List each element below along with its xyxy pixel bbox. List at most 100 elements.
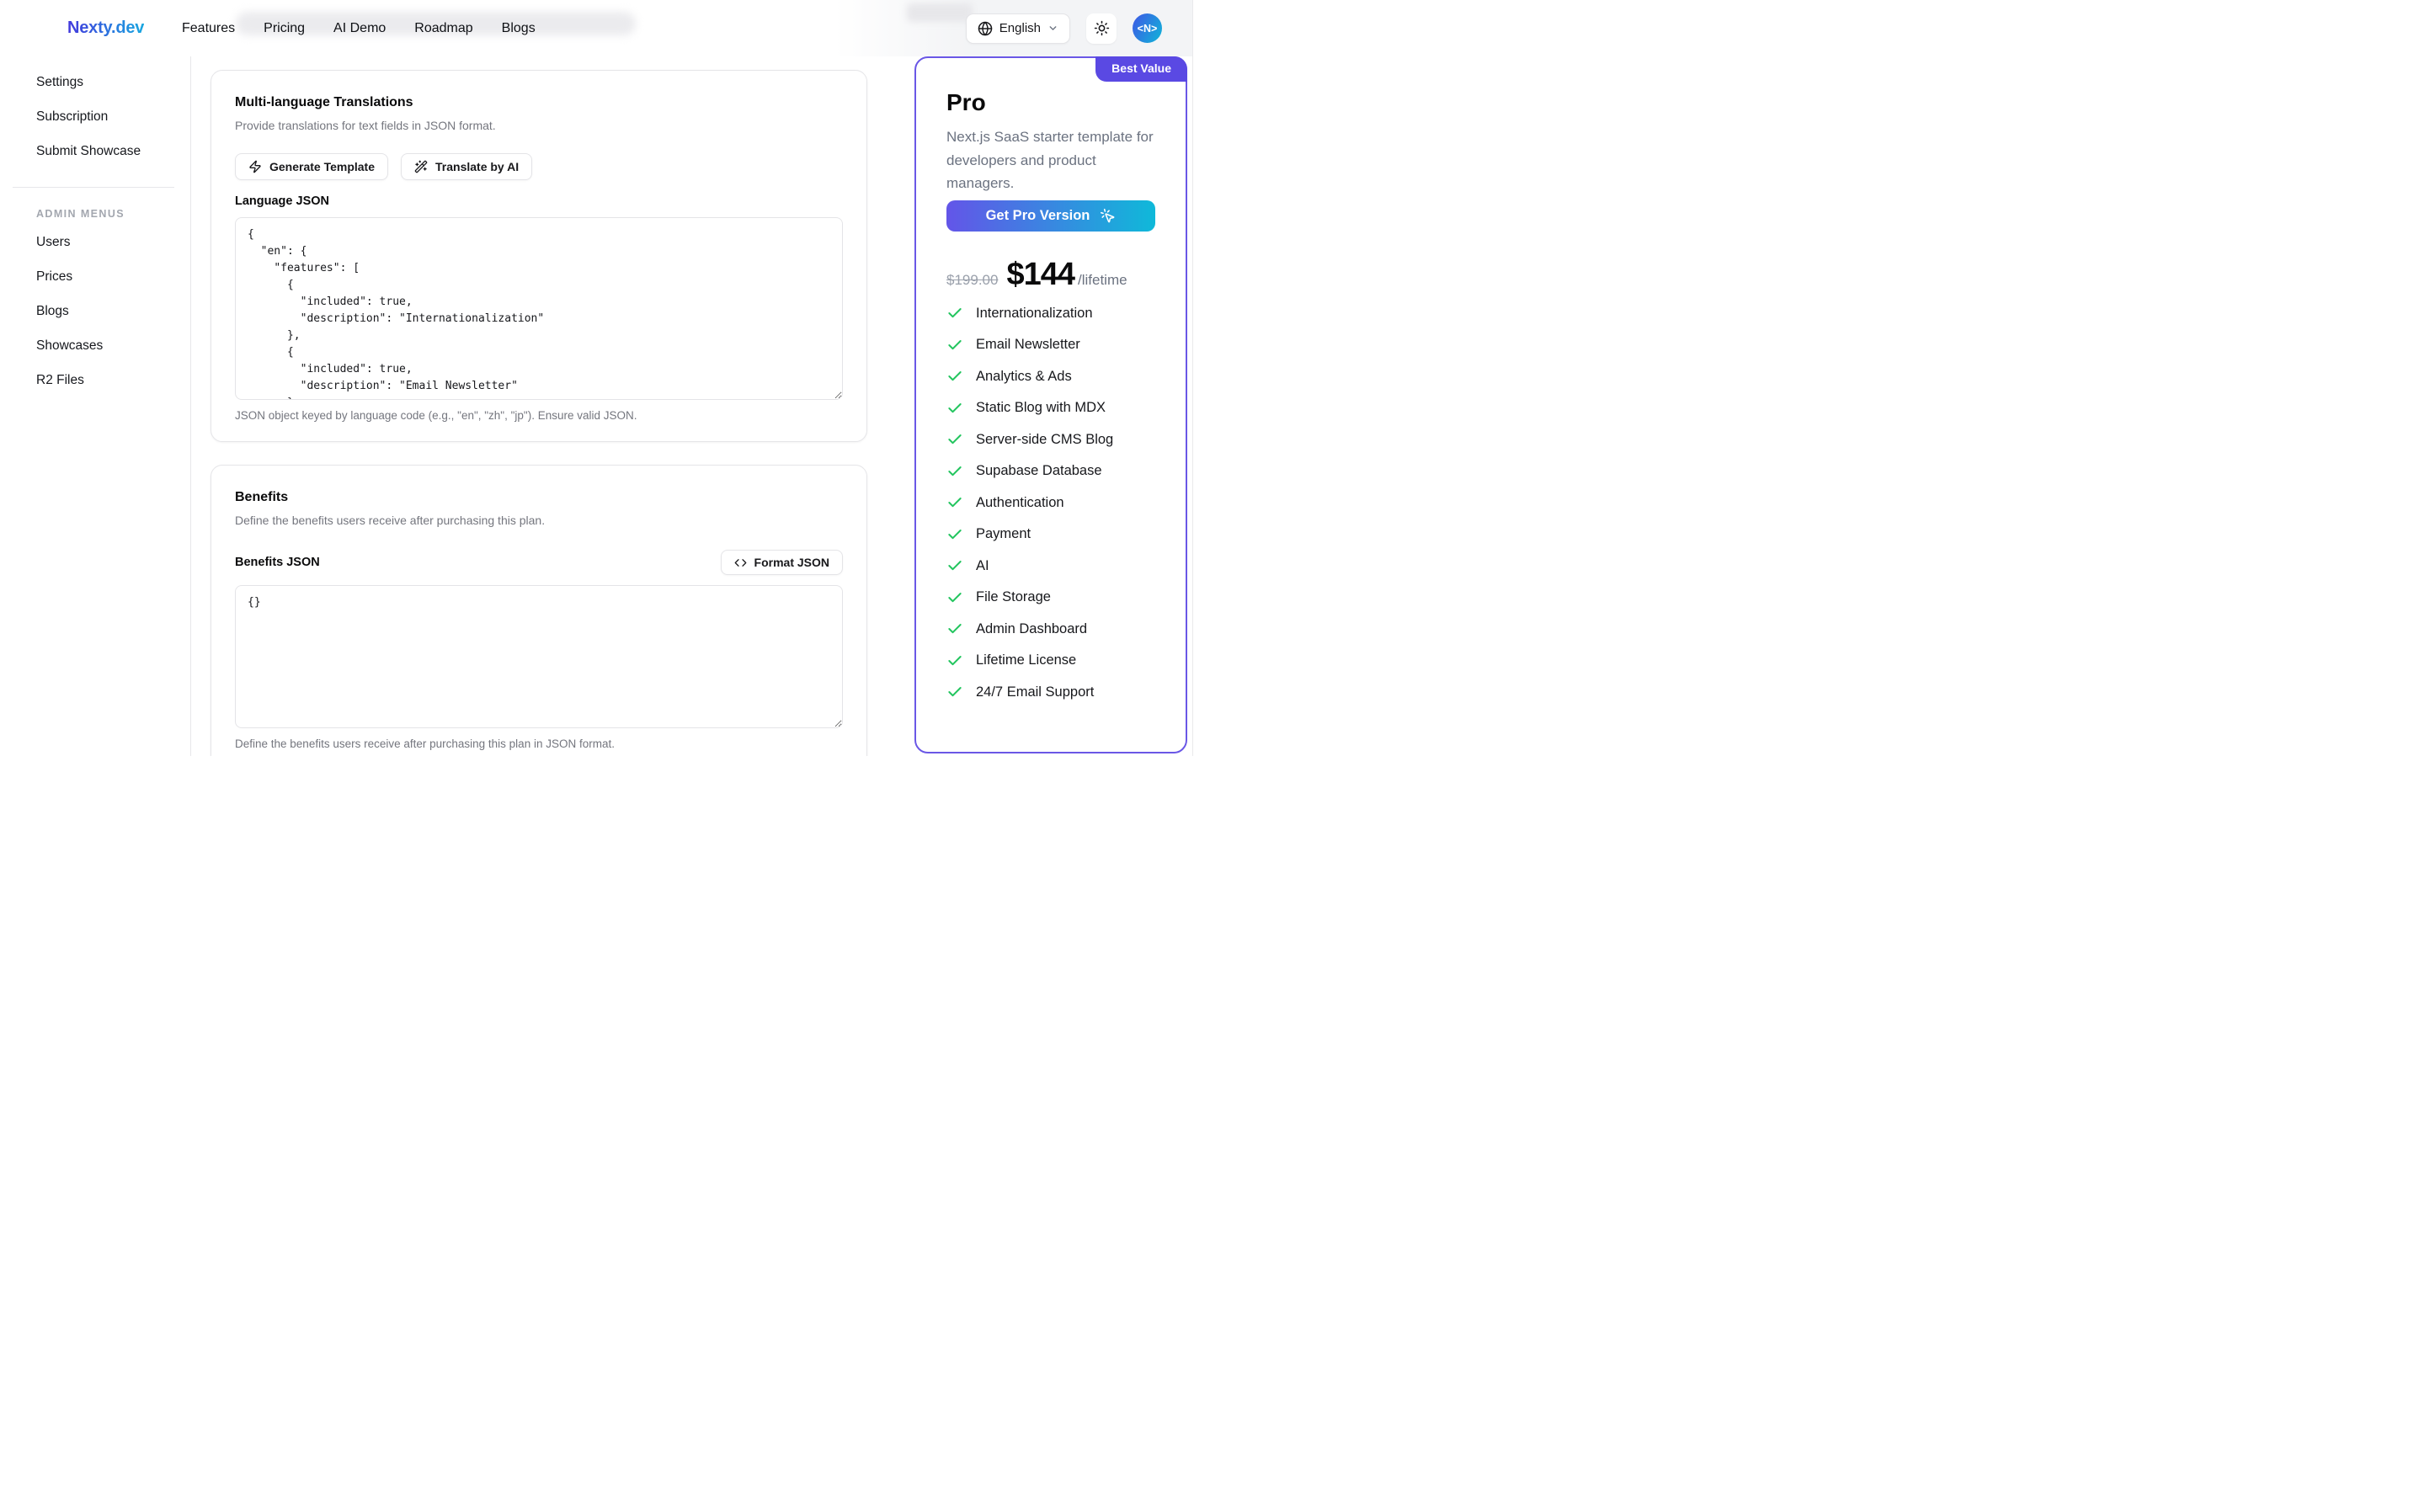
feature-item: Payment (946, 519, 1155, 551)
translate-by-ai-button[interactable]: Translate by AI (401, 153, 533, 180)
sun-icon (1094, 20, 1110, 36)
feature-label: Internationalization (976, 305, 1093, 321)
benefits-label-row: Benefits JSON Format JSON (235, 550, 843, 575)
feature-label: Server-side CMS Blog (976, 431, 1114, 447)
feature-item: Analytics & Ads (946, 361, 1155, 393)
sidebar-item-blogs[interactable]: Blogs (36, 303, 69, 318)
feature-item: Static Blog with MDX (946, 392, 1155, 424)
language-label: English (999, 21, 1041, 35)
feature-item: Supabase Database (946, 455, 1155, 487)
theme-toggle-button[interactable] (1086, 13, 1117, 44)
nav-features[interactable]: Features (182, 20, 236, 35)
wand-sparkles-icon (414, 160, 428, 173)
price-row: $199.00 $144 /lifetime (946, 257, 1155, 293)
logo[interactable]: Nexty.dev (67, 0, 144, 56)
original-price: $199.00 (946, 271, 999, 288)
nav-roadmap[interactable]: Roadmap (414, 20, 473, 35)
check-icon (946, 337, 963, 354)
check-icon (946, 400, 963, 417)
price-period: /lifetime (1078, 271, 1127, 288)
language-json-textarea[interactable]: { "en": { "features": [ { "included": tr… (235, 217, 843, 400)
sidebar-section-label: ADMIN MENUS (36, 208, 125, 220)
sidebar-item-prices[interactable]: Prices (36, 269, 73, 284)
page: Nexty.dev Features Pricing AI Demo Roadm… (0, 0, 1210, 756)
nav-ai-demo[interactable]: AI Demo (333, 20, 386, 35)
current-price: $144 (1006, 256, 1075, 292)
sidebar-item-showcases[interactable]: Showcases (36, 338, 104, 353)
check-icon (946, 494, 963, 511)
feature-label: Payment (976, 526, 1031, 542)
sidebar-divider (13, 187, 174, 188)
feature-item: Internationalization (946, 298, 1155, 330)
header-blur-artifact (907, 3, 973, 22)
check-icon (946, 526, 963, 543)
top-header: Nexty.dev Features Pricing AI Demo Roadm… (0, 0, 1210, 56)
chevron-down-icon (1047, 23, 1058, 34)
feature-item: AI (946, 551, 1155, 583)
sidebar-item-r2-files[interactable]: R2 Files (36, 372, 84, 387)
translations-card: Multi-language Translations Provide tran… (211, 70, 867, 442)
generate-template-button[interactable]: Generate Template (235, 153, 389, 180)
check-icon (946, 431, 963, 448)
nav-blogs[interactable]: Blogs (501, 20, 536, 35)
sidebar-item-submit-showcase[interactable]: Submit Showcase (36, 143, 141, 158)
feature-item: Authentication (946, 487, 1155, 519)
feature-list: Internationalization Email Newsletter An… (946, 298, 1155, 709)
benefits-card-subtitle: Define the benefits users receive after … (235, 514, 546, 527)
header-actions: English <N> (965, 0, 1162, 56)
feature-label: 24/7 Email Support (976, 684, 1095, 700)
sidebar: Settings Subscription Submit Showcase AD… (0, 56, 191, 756)
check-icon (946, 368, 963, 385)
sidebar-item-users[interactable]: Users (36, 234, 71, 249)
user-avatar[interactable]: <N> (1133, 13, 1162, 43)
nav-pricing[interactable]: Pricing (264, 20, 306, 35)
benefits-card-title: Benefits (235, 490, 289, 504)
check-icon (946, 620, 963, 637)
benefits-json-textarea[interactable]: {} (235, 585, 843, 728)
feature-label: AI (976, 557, 989, 573)
plan-description: Next.js SaaS starter template for develo… (946, 129, 1154, 191)
feature-item: Server-side CMS Blog (946, 424, 1155, 456)
scrollbar-track[interactable] (1192, 0, 1210, 756)
sidebar-item-subscription[interactable]: Subscription (36, 109, 109, 124)
pro-pricing-card: Best Value Pro Next.js SaaS starter temp… (914, 56, 1187, 753)
check-icon (946, 589, 963, 606)
feature-item: 24/7 Email Support (946, 677, 1155, 709)
sidebar-item-settings[interactable]: Settings (36, 74, 84, 89)
translate-by-ai-label: Translate by AI (435, 160, 520, 173)
main-nav: Features Pricing AI Demo Roadmap Blogs (182, 0, 536, 56)
check-icon (946, 557, 963, 574)
feature-label: Supabase Database (976, 463, 1102, 479)
language-json-hint: JSON object keyed by language code (e.g.… (235, 409, 637, 422)
format-json-button[interactable]: Format JSON (720, 550, 843, 575)
best-value-badge: Best Value (1095, 56, 1187, 82)
feature-item: File Storage (946, 582, 1155, 614)
feature-label: Authentication (976, 494, 1064, 510)
feature-label: Email Newsletter (976, 337, 1080, 353)
benefits-card: Benefits Define the benefits users recei… (211, 465, 867, 756)
translations-card-subtitle: Provide translations for text fields in … (235, 119, 496, 132)
language-selector[interactable]: English (965, 13, 1070, 44)
mouse-pointer-click-icon (1100, 208, 1116, 224)
feature-label: Admin Dashboard (976, 620, 1088, 636)
header-blur-artifact (236, 12, 636, 35)
plan-name: Pro (946, 89, 986, 115)
language-json-label: Language JSON (235, 194, 329, 208)
feature-item: Admin Dashboard (946, 614, 1155, 646)
feature-label: Lifetime License (976, 652, 1077, 668)
translations-actions: Generate Template Translate by AI (235, 153, 843, 180)
benefits-json-hint: Define the benefits users receive after … (235, 737, 615, 750)
check-icon (946, 652, 963, 669)
get-pro-version-label: Get Pro Version (985, 207, 1090, 223)
check-icon (946, 463, 963, 480)
zap-icon (248, 160, 262, 173)
benefits-json-label: Benefits JSON (235, 556, 320, 569)
check-icon (946, 305, 963, 322)
feature-item: Lifetime License (946, 645, 1155, 677)
feature-label: Static Blog with MDX (976, 400, 1106, 416)
feature-item: Email Newsletter (946, 329, 1155, 361)
translations-card-title: Multi-language Translations (235, 95, 413, 109)
get-pro-version-button[interactable]: Get Pro Version (946, 200, 1155, 232)
globe-icon (978, 21, 993, 36)
feature-label: Analytics & Ads (976, 368, 1072, 384)
